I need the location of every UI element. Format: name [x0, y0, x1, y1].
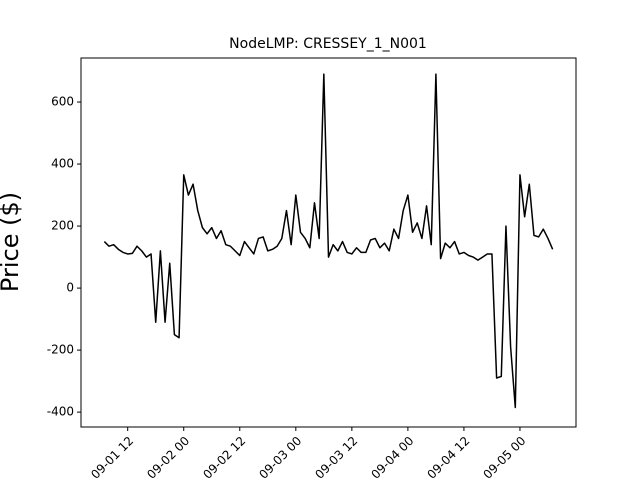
chart-title: NodeLMP: CRESSEY_1_N001 — [229, 36, 427, 52]
y-tick-label: -200 — [47, 343, 74, 357]
y-axis-label: Price ($) — [0, 192, 24, 292]
y-tick-label: 600 — [51, 95, 74, 109]
y-tick-label: -400 — [47, 405, 74, 419]
y-tick-label: 200 — [51, 219, 74, 233]
y-tick-label: 0 — [66, 281, 74, 295]
plot-frame — [80, 57, 577, 428]
price-line — [103, 73, 554, 409]
y-tick-label: 400 — [51, 157, 74, 171]
